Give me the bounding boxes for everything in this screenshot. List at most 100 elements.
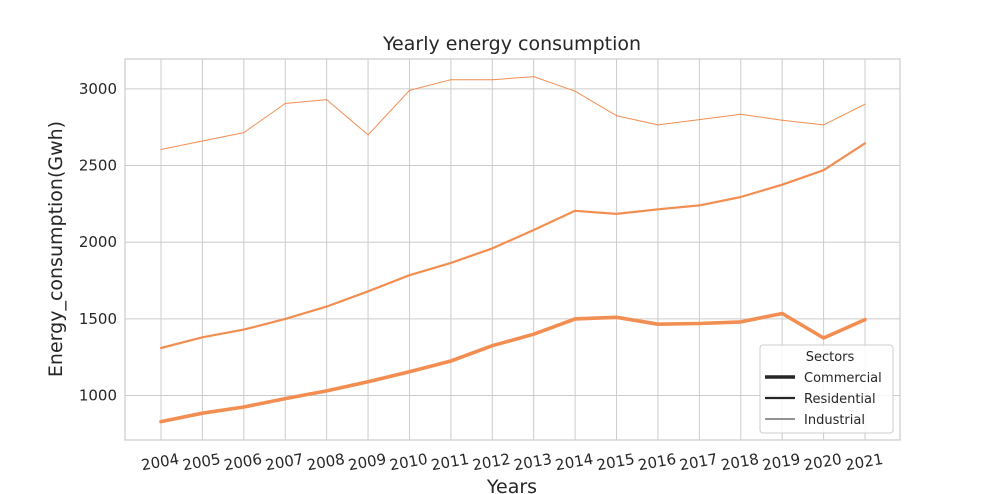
series-line-residential <box>159 142 867 350</box>
plot-frame <box>124 58 901 441</box>
x-tick-label-2007: 2007 <box>264 450 305 474</box>
x-tick-label-2010: 2010 <box>388 450 429 474</box>
x-tick-label-2004: 2004 <box>140 450 181 474</box>
legend-item-industrial: Industrial <box>765 413 865 428</box>
x-tick-label-2011: 2011 <box>430 450 471 474</box>
data-point-commercial-2004 <box>160 421 162 423</box>
data-point-commercial-2021 <box>864 319 866 321</box>
data-point-commercial-2008 <box>326 390 328 392</box>
legend-box <box>759 344 894 434</box>
data-point-commercial-2015 <box>615 316 618 318</box>
data-point-industrial-2004 <box>160 148 162 151</box>
x-tick-label-2017: 2017 <box>678 450 719 474</box>
data-point-commercial-2009 <box>367 381 369 383</box>
data-point-commercial-2011 <box>450 360 452 362</box>
data-point-industrial-2019 <box>781 119 783 121</box>
data-point-residential-2021 <box>864 142 866 144</box>
gridlines <box>125 59 900 440</box>
data-point-industrial-2014 <box>574 90 576 92</box>
data-point-commercial-2010 <box>408 371 411 373</box>
x-tick-label-2006: 2006 <box>223 450 264 474</box>
data-point-commercial-2012 <box>491 345 493 347</box>
data-point-industrial-2016 <box>657 124 659 126</box>
legend: Sectors Commercial Residential Industrial <box>759 344 894 434</box>
x-axis-label: Years <box>486 476 537 494</box>
data-point-residential-2013 <box>533 229 535 231</box>
data-point-residential-2005 <box>201 336 204 338</box>
x-tick-label-2021: 2021 <box>844 450 885 474</box>
legend-label-residential: Residential <box>804 392 876 407</box>
data-point-residential-2020 <box>822 169 825 171</box>
y-tick-labels: 1000 1500 2000 2500 3000 <box>79 80 117 405</box>
x-tick-label-2018: 2018 <box>720 450 761 474</box>
data-point-industrial-2018 <box>740 113 742 115</box>
y-tick-label-1000: 1000 <box>79 387 117 405</box>
data-point-commercial-2007 <box>284 398 286 400</box>
data-point-industrial-2011 <box>450 79 452 81</box>
data-point-residential-2004 <box>160 347 162 349</box>
x-tick-label-2014: 2014 <box>554 450 595 474</box>
data-point-residential-2009 <box>367 290 369 292</box>
data-point-commercial-2013 <box>533 333 535 335</box>
y-axis-label: Energy_consumption(Gwh) <box>45 121 67 377</box>
x-tick-labels: 2004 2005 2006 2007 2008 2009 2010 2011 2012 2013… <box>140 450 885 474</box>
y-tick-label-2500: 2500 <box>79 157 117 175</box>
data-point-commercial-2006 <box>243 406 245 408</box>
data-point-residential-2007 <box>284 318 286 320</box>
data-point-industrial-2015 <box>615 115 618 117</box>
x-tick-label-2005: 2005 <box>181 450 222 474</box>
series-commercial <box>159 311 867 424</box>
x-tick-label-2008: 2008 <box>305 450 346 474</box>
series-industrial <box>160 76 866 151</box>
data-point-residential-2019 <box>781 184 783 186</box>
data-point-residential-2016 <box>657 208 659 210</box>
series-residential <box>159 142 867 350</box>
data-point-commercial-2016 <box>657 323 659 325</box>
data-point-residential-2011 <box>450 262 452 264</box>
data-point-industrial-2013 <box>533 76 535 78</box>
data-point-industrial-2006 <box>243 131 245 134</box>
chart-title: Yearly energy consumption <box>382 33 641 55</box>
data-point-industrial-2020 <box>822 124 825 126</box>
data-point-residential-2008 <box>326 306 328 308</box>
data-point-industrial-2010 <box>408 89 411 92</box>
data-point-commercial-2019 <box>781 312 783 315</box>
legend-label-commercial: Commercial <box>804 371 882 386</box>
data-point-industrial-2008 <box>326 99 328 101</box>
data-point-commercial-2005 <box>201 412 204 414</box>
legend-label-industrial: Industrial <box>804 413 865 428</box>
data-point-residential-2012 <box>491 247 493 249</box>
data-point-industrial-2005 <box>201 140 204 142</box>
data-point-residential-2010 <box>408 274 411 276</box>
series-group <box>159 76 867 424</box>
data-point-commercial-2017 <box>698 322 700 325</box>
data-point-residential-2017 <box>698 204 700 207</box>
data-point-industrial-2009 <box>367 134 369 136</box>
y-tick-label-2000: 2000 <box>79 233 117 251</box>
series-line-industrial <box>160 76 866 150</box>
legend-item-commercial: Commercial <box>765 371 882 386</box>
data-point-industrial-2012 <box>491 79 493 81</box>
x-tick-label-2012: 2012 <box>471 450 512 474</box>
data-point-commercial-2020 <box>822 337 825 339</box>
x-tick-label-2013: 2013 <box>512 450 553 474</box>
data-point-commercial-2014 <box>574 318 576 320</box>
x-tick-label-2015: 2015 <box>595 450 636 474</box>
legend-title: Sectors <box>806 350 855 365</box>
y-tick-label-1500: 1500 <box>79 310 117 328</box>
data-point-industrial-2017 <box>698 118 700 121</box>
data-point-industrial-2021 <box>864 103 866 105</box>
data-point-commercial-2018 <box>740 321 742 323</box>
data-point-residential-2006 <box>243 329 245 331</box>
y-tick-label-3000: 3000 <box>79 80 117 98</box>
x-tick-label-2020: 2020 <box>802 450 843 474</box>
data-point-residential-2014 <box>574 210 576 212</box>
legend-items: Commercial Residential Industrial <box>765 371 882 428</box>
x-tick-label-2016: 2016 <box>637 450 678 474</box>
x-tick-label-2009: 2009 <box>347 450 388 474</box>
series-line-commercial <box>159 311 867 424</box>
legend-item-residential: Residential <box>765 392 876 407</box>
x-tick-label-2019: 2019 <box>761 450 802 474</box>
data-point-industrial-2007 <box>284 102 286 105</box>
